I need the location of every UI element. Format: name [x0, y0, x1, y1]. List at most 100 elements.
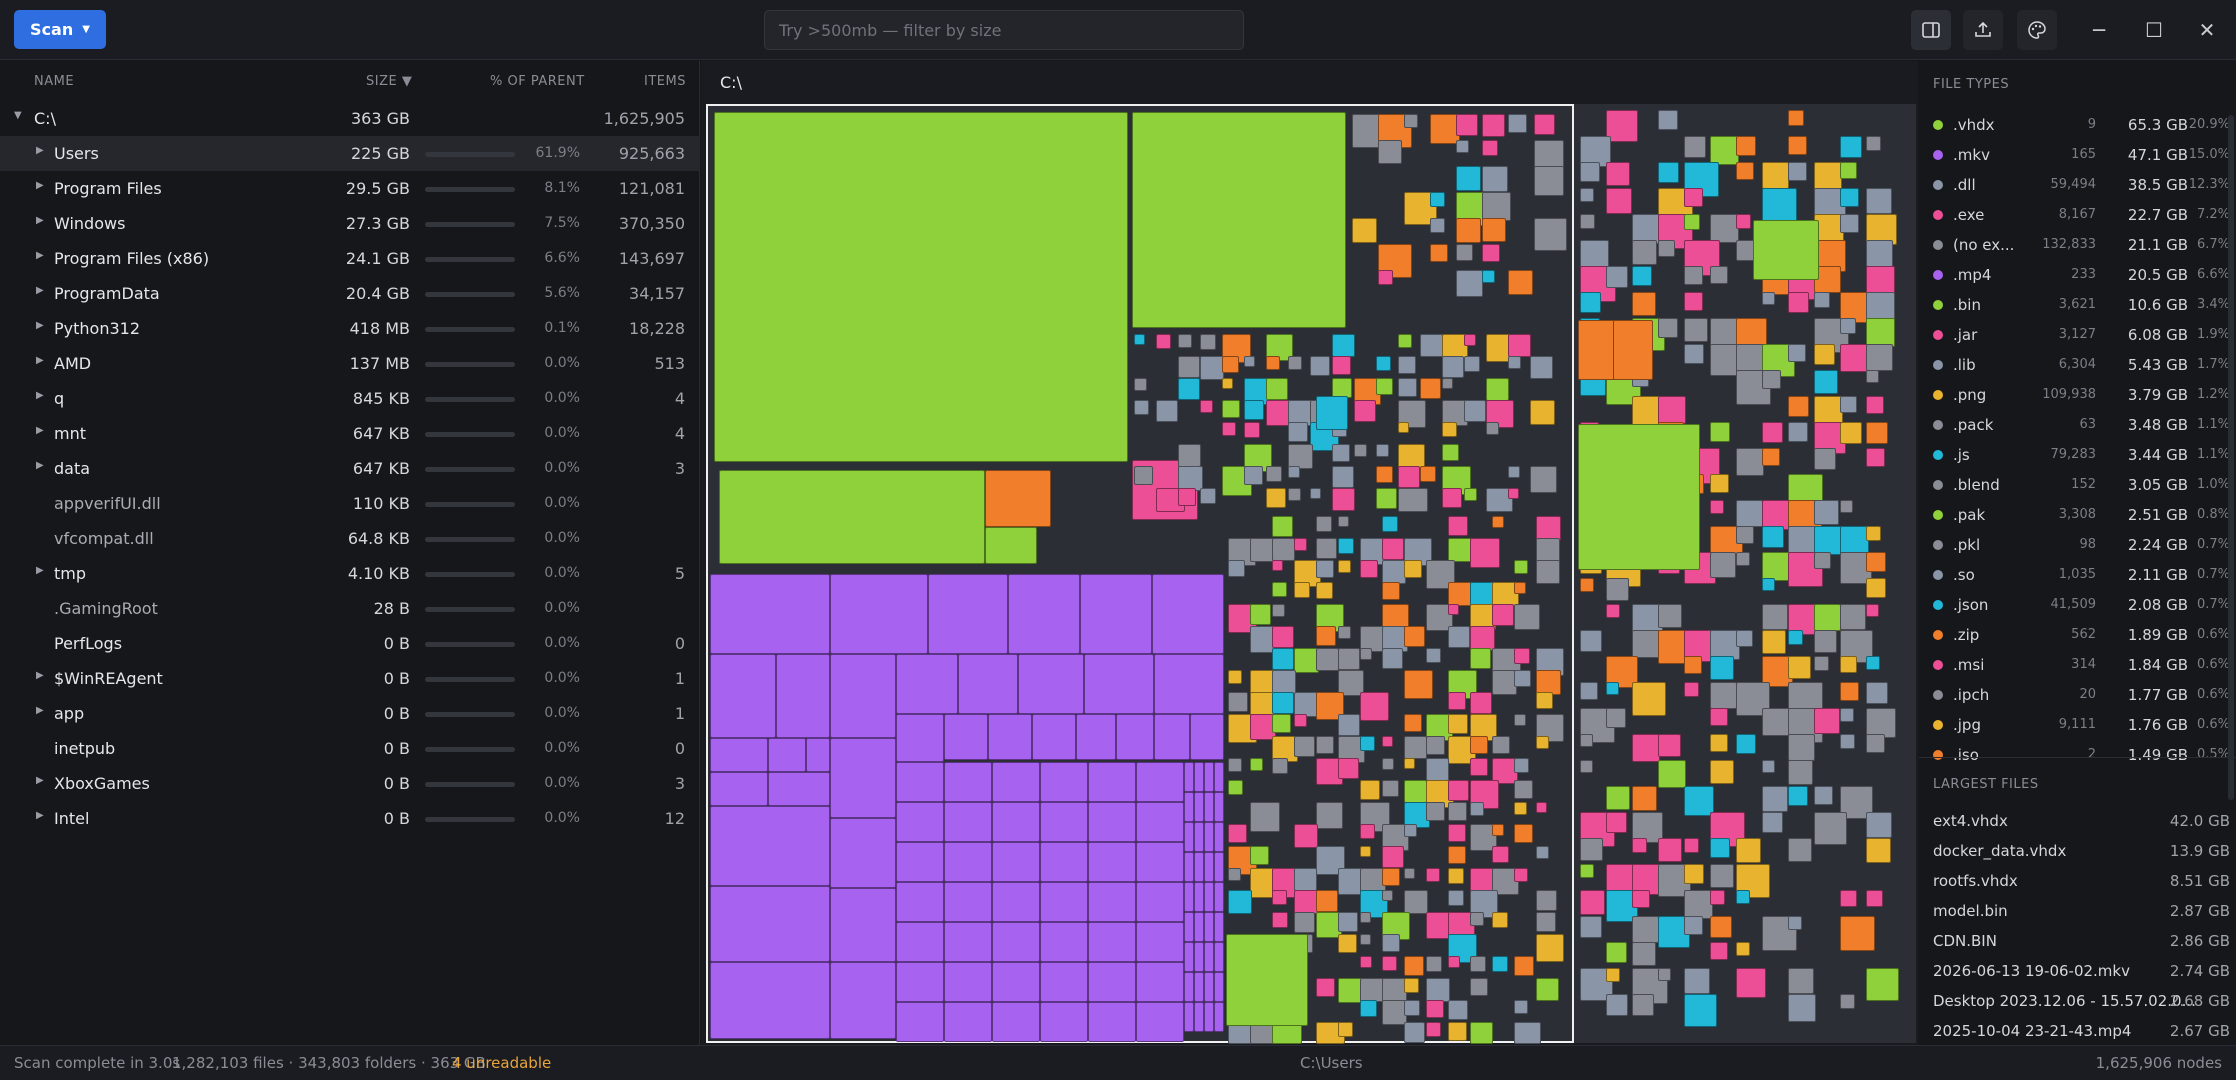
treemap-tile[interactable] [1398, 356, 1416, 374]
treemap-tile[interactable] [1204, 942, 1214, 972]
treemap-tile[interactable] [768, 772, 830, 806]
treemap-tile[interactable] [1486, 422, 1499, 435]
treemap-tile[interactable] [1338, 560, 1351, 573]
treemap-tile[interactable] [1866, 396, 1884, 414]
treemap-tile[interactable] [710, 772, 768, 806]
treemap-tile[interactable] [1360, 956, 1372, 968]
treemap-tile[interactable] [1184, 942, 1194, 972]
treemap-tile[interactable] [1088, 922, 1136, 962]
treemap-tile[interactable] [1204, 792, 1214, 822]
chevron-right-icon[interactable]: ▶ [36, 250, 44, 261]
treemap-tile[interactable] [1376, 444, 1389, 457]
treemap-tile[interactable] [1684, 968, 1710, 994]
treemap-tile[interactable] [1762, 708, 1790, 736]
treemap-tile[interactable] [1762, 578, 1775, 591]
treemap-tile[interactable] [1222, 422, 1236, 436]
treemap-tile[interactable] [1866, 214, 1897, 245]
treemap-tile[interactable] [1272, 890, 1287, 905]
treemap-tile[interactable] [1814, 292, 1830, 308]
treemap-tile[interactable] [1316, 538, 1337, 559]
largest-file-row[interactable]: rootfs.vhdx 8.51 GB [1919, 867, 2236, 897]
treemap-tile[interactable] [1814, 396, 1843, 425]
treemap-tile[interactable] [1456, 218, 1481, 243]
treemap-tile[interactable] [1294, 736, 1315, 757]
treemap-tile[interactable] [1214, 942, 1224, 972]
treemap-tile[interactable] [1840, 500, 1853, 513]
treemap-tile[interactable] [1448, 824, 1466, 842]
treemap-tile[interactable] [776, 654, 830, 738]
treemap-tile[interactable] [1788, 760, 1813, 785]
treemap-tile[interactable] [1136, 842, 1184, 882]
file-type-row[interactable]: .pak 3,308 2.51 GB 0.8% [1919, 501, 2236, 531]
treemap-tile[interactable] [710, 886, 830, 962]
chevron-right-icon[interactable]: ▶ [36, 810, 44, 821]
treemap-tile[interactable] [1486, 400, 1514, 428]
treemap-tile[interactable] [1136, 962, 1184, 1002]
treemap-tile[interactable] [1316, 560, 1334, 578]
treemap-tile[interactable] [1404, 780, 1427, 803]
treemap-tile[interactable] [1272, 516, 1293, 537]
treemap-tile[interactable] [1398, 334, 1412, 348]
treemap-tile[interactable] [1840, 136, 1862, 158]
treemap-tile[interactable] [1866, 552, 1886, 572]
treemap-tile[interactable] [1470, 1022, 1493, 1044]
treemap-tile[interactable] [1536, 560, 1560, 584]
treemap-tile[interactable] [1194, 882, 1204, 912]
tree-row[interactable]: ▶ Program Files 29.5 GB 8.1% 121,081 [0, 171, 700, 206]
file-type-row[interactable]: .pkl 98 2.24 GB 0.7% [1919, 531, 2236, 561]
treemap-tile[interactable] [1840, 344, 1868, 372]
treemap-tile[interactable] [1194, 822, 1204, 852]
treemap-tile[interactable] [1378, 270, 1393, 285]
treemap-tile[interactable] [1684, 916, 1703, 935]
treemap-tile[interactable] [1136, 802, 1184, 842]
file-types-scrollbar[interactable] [2228, 115, 2234, 800]
treemap-tile[interactable] [1580, 682, 1598, 700]
treemap-tile[interactable] [1200, 356, 1224, 380]
treemap-tile[interactable] [1684, 188, 1703, 207]
treemap-tile[interactable] [1788, 994, 1816, 1022]
treemap-tile[interactable] [1464, 488, 1477, 501]
treemap-tile[interactable] [1294, 824, 1318, 848]
treemap-tile[interactable] [1448, 714, 1468, 734]
treemap-tile[interactable] [1632, 890, 1650, 908]
treemap-tile[interactable] [1606, 162, 1630, 186]
treemap-tile[interactable] [1228, 692, 1248, 712]
treemap-tile[interactable] [1492, 604, 1514, 626]
treemap-tile[interactable] [1710, 422, 1730, 442]
treemap-tile[interactable] [1228, 560, 1245, 577]
treemap-tile[interactable] [1448, 1022, 1467, 1041]
treemap-tile[interactable] [1204, 912, 1214, 942]
treemap-tile[interactable] [1338, 978, 1363, 1003]
treemap-tile[interactable] [985, 470, 1051, 527]
tree-row[interactable]: ▶ AMD 137 MB 0.0% 513 [0, 346, 700, 381]
treemap-tile[interactable] [1658, 110, 1678, 130]
treemap-tile[interactable] [1398, 378, 1417, 397]
treemap-tile[interactable] [1536, 846, 1549, 859]
treemap-tile[interactable] [1156, 334, 1171, 349]
tree-row[interactable]: ▶ Windows 27.3 GB 7.5% 370,350 [0, 206, 700, 241]
treemap-tile[interactable] [1736, 630, 1753, 647]
treemap-tile[interactable] [1514, 604, 1540, 630]
treemap-tile[interactable] [1482, 270, 1495, 283]
treemap-tile[interactable] [1840, 604, 1866, 630]
treemap-tile[interactable] [1448, 604, 1459, 615]
treemap-tile[interactable] [1492, 956, 1508, 972]
treemap-tile[interactable] [1814, 812, 1847, 845]
treemap-tile[interactable] [1250, 758, 1263, 771]
treemap-tile[interactable] [1492, 736, 1510, 754]
treemap-tile[interactable] [1536, 736, 1549, 749]
treemap-tile[interactable] [1204, 762, 1214, 792]
file-type-row[interactable]: .js 79,283 3.44 GB 1.1% [1919, 441, 2236, 471]
treemap-tile[interactable] [1632, 630, 1660, 658]
treemap-tile[interactable] [1378, 140, 1402, 164]
treemap-tile[interactable] [1040, 842, 1088, 882]
treemap-tile[interactable] [1272, 582, 1287, 597]
treemap-tile[interactable] [1866, 604, 1879, 617]
treemap-tile[interactable] [1360, 626, 1386, 652]
treemap-tile[interactable] [1360, 648, 1372, 660]
treemap-tile[interactable] [1788, 136, 1807, 155]
chevron-right-icon[interactable]: ▶ [36, 565, 44, 576]
treemap-tile[interactable] [1866, 344, 1893, 371]
treemap-tile[interactable] [1250, 670, 1274, 694]
treemap-tile[interactable] [1684, 864, 1704, 884]
